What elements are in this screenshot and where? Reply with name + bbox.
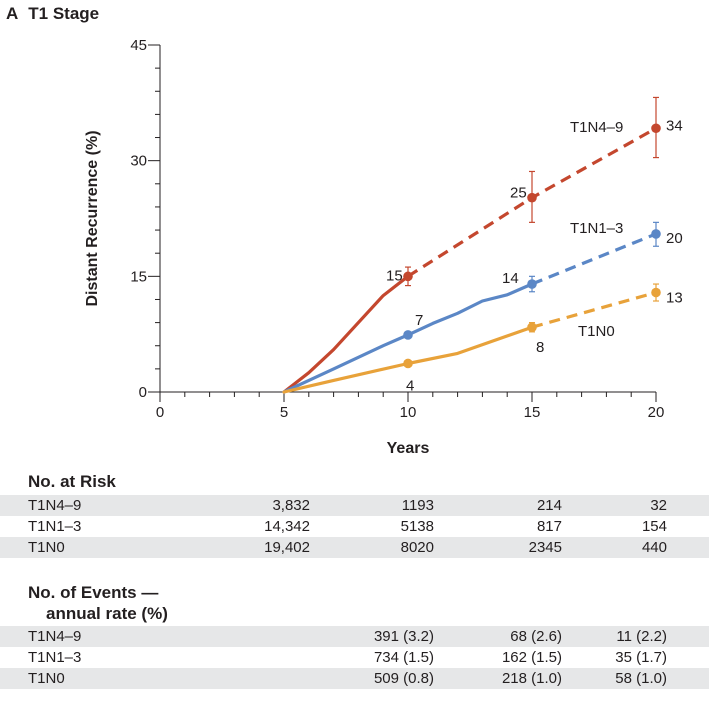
events-table-row: T1N0 509 (0.8) 218 (1.0) 58 (1.0) <box>0 668 709 689</box>
events-table-cell: 734 (1.5) <box>373 649 434 666</box>
chart-labels: 15 25 34 T1N4–9 7 14 20 T1N1–3 4 8 13 T1N0 <box>386 117 683 394</box>
risk-table-row: T1N4–9 3,832 1193 214 32 <box>0 495 709 516</box>
series-label-T1N1-3: T1N1–3 <box>570 220 623 237</box>
value-label-T1N0: 4 <box>406 377 414 394</box>
events-table-cell: 509 (0.8) <box>373 670 434 687</box>
events-table-cell: 58 (1.0) <box>615 670 667 687</box>
risk-table-cell: 1193 <box>401 497 434 514</box>
events-table-header-line1: No. of Events — <box>28 583 159 602</box>
events-table-header-line2: annual rate (%) <box>46 604 168 623</box>
value-label-T1N0: 8 <box>536 339 544 356</box>
x-tick-label: 0 <box>156 404 164 421</box>
risk-table-cell: 2345 <box>528 539 562 556</box>
x-axis-title: Years <box>387 440 430 457</box>
events-table-row-label: T1N1–3 <box>28 649 82 666</box>
risk-table-cell: 19,402 <box>264 539 310 556</box>
risk-table-row: T1N0 19,402 8020 2345 440 <box>0 537 709 558</box>
risk-table-cell: 32 <box>650 497 667 514</box>
events-table-cell: 162 (1.5) <box>501 649 562 666</box>
y-tick-label: 0 <box>139 384 147 401</box>
events-table-rows: T1N4–9 391 (3.2) 68 (2.6) 11 (2.2) T1N1–3 734… <box>0 626 709 689</box>
risk-table-row: T1N1–3 14,342 5138 817 154 <box>0 516 709 537</box>
events-table-cell: 218 (1.0) <box>501 670 562 687</box>
events-table: No. of Events — annual rate (%) T1N4–9 39… <box>0 582 709 689</box>
events-table-cell: 391 (3.2) <box>373 628 434 645</box>
risk-table-cell: 5138 <box>400 518 434 535</box>
events-table-row: T1N1–3 734 (1.5) 162 (1.5) 35 (1.7) <box>0 647 709 668</box>
panel-letter: A <box>6 4 19 23</box>
y-tick-label: 45 <box>130 37 147 54</box>
risk-table-cell: 8020 <box>400 539 434 556</box>
risk-table-cell: 14,342 <box>264 518 310 535</box>
chart-axes: 0 15 30 45 0 5 10 15 20 Years Distant Recurrence (… <box>84 37 664 457</box>
y-axis-title: Distant Recurrence (%) <box>84 130 101 306</box>
risk-table-row-label: T1N1–3 <box>28 518 82 535</box>
chart-series <box>282 96 661 394</box>
series-line-T1N1-3-projected <box>531 232 657 286</box>
value-label-T1N0: 13 <box>666 290 683 307</box>
events-table-row: T1N4–9 391 (3.2) 68 (2.6) 11 (2.2) <box>0 626 709 647</box>
y-tick-label: 15 <box>130 268 147 285</box>
data-point-T1N4-9 <box>403 271 413 282</box>
x-tick-label: 5 <box>280 404 288 421</box>
series-label-T1N4-9: T1N4–9 <box>570 119 623 136</box>
risk-table-cell: 3,832 <box>272 497 310 514</box>
data-point-T1N1-3 <box>527 279 537 289</box>
risk-table-rows: T1N4–9 3,832 1193 214 32 T1N1–3 14,342 5138 817 1… <box>0 495 709 558</box>
risk-table-cell: 817 <box>536 518 562 535</box>
value-label-T1N1-3: 14 <box>502 270 519 287</box>
x-tick-label: 15 <box>524 404 541 421</box>
panel-title-text: T1 Stage <box>28 4 100 23</box>
risk-table-cell: 440 <box>641 539 667 556</box>
risk-table-cell: 154 <box>641 518 667 535</box>
data-point-T1N1-3 <box>651 229 661 239</box>
events-table-row-label: T1N0 <box>28 670 65 687</box>
risk-table-row-label: T1N0 <box>28 539 65 556</box>
data-point-T1N4-9 <box>651 123 661 134</box>
events-table-row-label: T1N4–9 <box>28 628 82 645</box>
risk-table: No. at Risk T1N4–9 3,832 1193 214 32 T1N1–3 14… <box>0 471 709 558</box>
data-point-T1N0 <box>403 358 413 369</box>
panel-title: A T1 Stage <box>6 4 99 24</box>
events-table-cell: 35 (1.7) <box>615 649 667 666</box>
data-point-T1N0 <box>651 287 661 298</box>
series-line-T1N0-projected <box>531 290 657 329</box>
value-label-T1N4-9: 25 <box>510 185 527 202</box>
value-label-T1N4-9: 34 <box>666 117 683 134</box>
risk-table-cell: 214 <box>536 497 562 514</box>
risk-table-row-label: T1N4–9 <box>28 497 82 514</box>
data-point-T1N4-9 <box>527 192 537 203</box>
y-tick-label: 30 <box>130 153 147 170</box>
data-point-T1N1-3 <box>403 330 413 340</box>
x-tick-label: 10 <box>400 404 417 421</box>
recurrence-chart: 0 15 30 45 0 5 10 15 20 Years Distant Recurrence (… <box>84 37 683 457</box>
x-tick-label: 20 <box>648 404 665 421</box>
events-table-cell: 11 (2.2) <box>616 628 667 645</box>
events-table-cell: 68 (2.6) <box>510 628 562 645</box>
value-label-T1N1-3: 7 <box>415 312 423 329</box>
series-label-T1N0: T1N0 <box>578 323 615 340</box>
data-point-T1N0 <box>527 322 537 333</box>
risk-table-header: No. at Risk <box>28 472 116 491</box>
series-line-T1N4-9-observed <box>282 274 410 394</box>
value-label-T1N1-3: 20 <box>666 230 683 247</box>
value-label-T1N4-9: 15 <box>386 267 403 284</box>
